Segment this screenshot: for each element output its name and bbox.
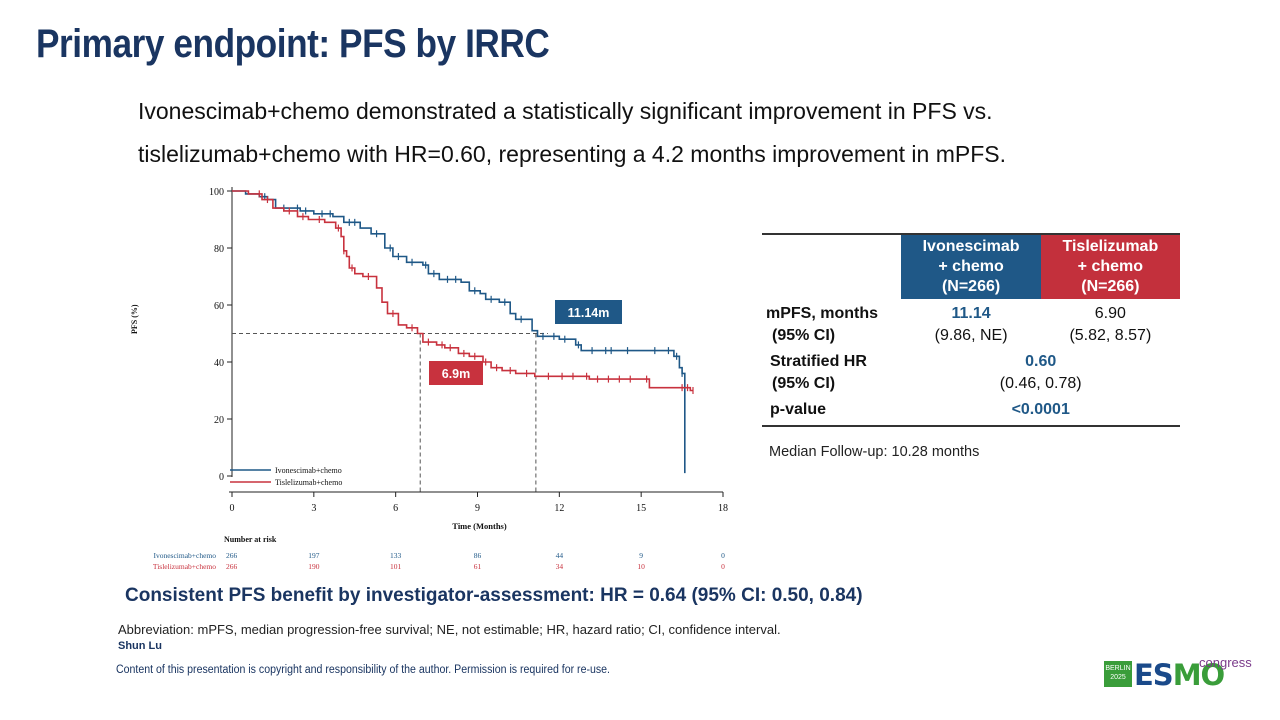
x-tick-label: 0	[230, 503, 235, 514]
at-risk-count-tislelizumab: 61	[474, 562, 482, 571]
at-risk-count-tislelizumab: 101	[390, 562, 402, 571]
mpfs-label: mPFS, months	[766, 305, 879, 322]
at-risk-count-ivonescimab: 44	[556, 551, 564, 560]
hr-ci-label: (95% CI)	[772, 375, 836, 392]
median-box-ivonescimab	[555, 300, 622, 324]
header-tis-line2: + chemo	[1077, 258, 1144, 275]
x-axis-title: Time (Months)	[452, 521, 507, 531]
at-risk-count-tislelizumab: 10	[637, 562, 645, 571]
logo-congress: congress	[1199, 655, 1252, 670]
presenter-name: Shun Lu	[118, 640, 162, 652]
logo-wordmark: ESMO	[1134, 658, 1226, 692]
legend-label-ivonescimab: Ivonescimab+chemo	[275, 466, 342, 475]
header-tis-line1: Tislelizumab	[1062, 238, 1159, 255]
median-box-tislelizumab	[429, 361, 483, 385]
subtitle-line-2: tislelizumab+chemo with HR=0.60, represe…	[138, 141, 1007, 167]
logo-mo: MO	[1172, 658, 1226, 692]
at-risk-count-ivonescimab: 86	[474, 551, 482, 560]
median-label-tislelizumab: 6.9m	[442, 367, 471, 381]
header-tislelizumab: Tislelizumab + chemo (N=266)	[1040, 234, 1180, 299]
km-curve-tislelizumab	[232, 190, 693, 392]
logo-es: ES	[1134, 658, 1174, 692]
mpfs-ivo-ci: (9.86, NE)	[934, 327, 1008, 344]
at-risk-name-tislelizumab: Tislelizumab+chemo	[153, 562, 216, 571]
y-tick-label: 0	[219, 472, 224, 483]
at-risk-name-ivonescimab: Ivonescimab+chemo	[153, 551, 216, 560]
results-table: Ivonescimab + chemo (N=266) Tislelizumab…	[762, 233, 1180, 427]
mpfs-tis-ci: (5.82, 8.57)	[1069, 327, 1152, 344]
hr-ci: (0.46, 0.78)	[999, 375, 1082, 392]
header-ivo-line3: (N=266)	[941, 278, 1001, 295]
y-tick-label: 100	[209, 187, 224, 198]
at-risk-count-tislelizumab: 266	[226, 562, 238, 571]
logo-badge-city: BERLIN	[1105, 665, 1131, 672]
at-risk-count-ivonescimab: 266	[226, 551, 238, 560]
hr-label: Stratified HR	[770, 353, 867, 370]
y-tick-label: 80	[214, 244, 224, 255]
header-ivonescimab: Ivonescimab + chemo (N=266)	[901, 234, 1041, 299]
at-risk-count-ivonescimab: 9	[639, 551, 643, 560]
x-tick-label: 3	[311, 503, 316, 514]
mpfs-ivo-value: 11.14	[951, 305, 991, 322]
logo-badge: BERLIN 2025	[1104, 661, 1132, 687]
p-value: <0.0001	[1011, 401, 1070, 418]
x-tick-label: 6	[393, 503, 398, 514]
logo-badge-year: 2025	[1110, 674, 1126, 681]
abbreviation-note: Abbreviation: mPFS, median progression-f…	[118, 622, 781, 637]
p-label: p-value	[770, 401, 827, 418]
y-tick-label: 60	[214, 301, 224, 312]
y-axis-title: PFS (%)	[130, 304, 139, 334]
km-curve-ivonescimab	[232, 190, 686, 474]
x-tick-label: 18	[718, 503, 728, 514]
mpfs-tis-value: 6.90	[1094, 305, 1126, 322]
header-tis-line3: (N=266)	[1081, 278, 1140, 295]
esmo-logo: BERLIN 2025 ESMO congress	[1104, 655, 1254, 696]
median-label-ivonescimab: 11.14m	[568, 306, 610, 320]
copyright-note: Content of this presentation is copyrigh…	[116, 664, 610, 676]
y-tick-label: 40	[214, 358, 224, 369]
at-risk-count-tislelizumab: 34	[556, 562, 564, 571]
at-risk-count-tislelizumab: 0	[721, 562, 725, 571]
at-risk-count-ivonescimab: 0	[721, 551, 725, 560]
at-risk-title: Number at risk	[224, 535, 277, 544]
y-tick-label: 20	[214, 415, 224, 426]
at-risk-count-ivonescimab: 197	[308, 551, 320, 560]
slide-title: Primary endpoint: PFS by IRRC	[36, 22, 550, 66]
consistent-benefit-note: Consistent PFS benefit by investigator-a…	[125, 585, 863, 606]
at-risk-count-tislelizumab: 190	[308, 562, 320, 571]
subtitle-line-1: Ivonescimab+chemo demonstrated a statist…	[138, 98, 993, 124]
hr-value: 0.60	[1025, 353, 1057, 370]
table-corner	[762, 234, 901, 299]
mpfs-ci-label: (95% CI)	[772, 327, 836, 344]
median-followup: Median Follow-up: 10.28 months	[769, 444, 980, 460]
header-ivo-line2: + chemo	[938, 258, 1004, 275]
x-tick-label: 9	[475, 503, 480, 514]
header-ivo-line1: Ivonescimab	[922, 238, 1020, 255]
at-risk-count-ivonescimab: 133	[390, 551, 402, 560]
x-tick-label: 15	[636, 503, 646, 514]
x-tick-label: 12	[554, 503, 564, 514]
subtitle: Ivonescimab+chemo demonstrated a statist…	[138, 90, 1158, 176]
legend-label-tislelizumab: Tislelizumab+chemo	[275, 478, 342, 487]
